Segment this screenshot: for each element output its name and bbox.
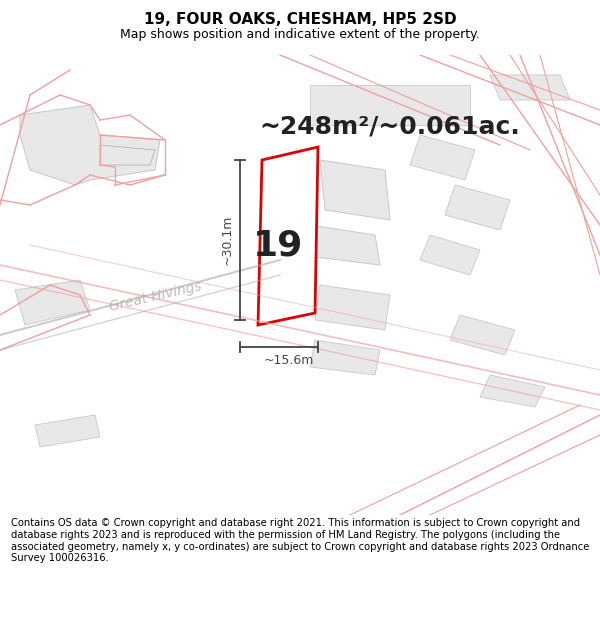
- Polygon shape: [450, 315, 515, 355]
- Polygon shape: [420, 235, 480, 275]
- Polygon shape: [315, 285, 390, 330]
- Polygon shape: [258, 147, 318, 325]
- Text: ~248m²/~0.061ac.: ~248m²/~0.061ac.: [260, 115, 520, 139]
- Polygon shape: [445, 185, 510, 230]
- Text: Map shows position and indicative extent of the property.: Map shows position and indicative extent…: [120, 28, 480, 41]
- Polygon shape: [310, 340, 380, 375]
- Text: 19, FOUR OAKS, CHESHAM, HP5 2SD: 19, FOUR OAKS, CHESHAM, HP5 2SD: [143, 12, 457, 27]
- Polygon shape: [35, 415, 100, 447]
- Text: 19: 19: [253, 228, 303, 262]
- Polygon shape: [490, 75, 570, 100]
- Polygon shape: [20, 105, 160, 185]
- Text: ~30.1m: ~30.1m: [221, 215, 233, 265]
- Polygon shape: [15, 280, 90, 325]
- Text: Contains OS data © Crown copyright and database right 2021. This information is : Contains OS data © Crown copyright and d…: [11, 518, 589, 563]
- Polygon shape: [320, 160, 390, 220]
- Text: ~15.6m: ~15.6m: [264, 354, 314, 367]
- Polygon shape: [310, 85, 470, 125]
- Polygon shape: [480, 375, 545, 407]
- Polygon shape: [100, 145, 155, 165]
- Text: Great Hivings: Great Hivings: [107, 279, 203, 314]
- Polygon shape: [410, 135, 475, 180]
- Polygon shape: [310, 225, 380, 265]
